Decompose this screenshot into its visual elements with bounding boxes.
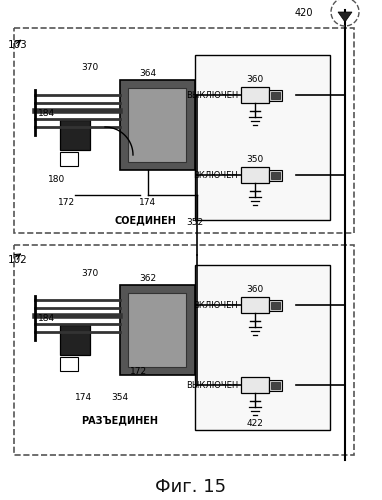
Text: 362: 362	[139, 274, 157, 283]
Bar	[128, 88, 186, 162]
Text: РАЗЪЕДИНЕН: РАЗЪЕДИНЕН	[81, 415, 159, 425]
Text: ВКЛЮЧЕН: ВКЛЮЧЕН	[193, 170, 238, 179]
Text: 180: 180	[48, 175, 65, 184]
Bar	[269, 90, 282, 101]
Text: ВЫКЛЮЧЕН: ВЫКЛЮЧЕН	[186, 380, 238, 390]
Bar	[120, 80, 195, 170]
Bar	[269, 170, 282, 181]
Bar	[128, 293, 186, 367]
Text: 172: 172	[130, 367, 147, 376]
Text: Фиг. 15: Фиг. 15	[155, 478, 227, 496]
Text: 172: 172	[58, 198, 75, 207]
Bar	[271, 172, 280, 179]
Text: 103: 103	[8, 40, 28, 50]
Bar	[14, 28, 354, 233]
Bar	[195, 55, 330, 220]
Bar	[269, 380, 282, 391]
Text: 350: 350	[246, 155, 264, 164]
Bar	[60, 325, 90, 355]
Text: 422: 422	[246, 419, 264, 428]
Bar	[241, 87, 269, 103]
Text: 184: 184	[38, 314, 55, 323]
Bar	[241, 297, 269, 313]
Polygon shape	[338, 12, 352, 22]
Bar	[195, 265, 330, 430]
Text: ВКЛЮЧЕН: ВКЛЮЧЕН	[193, 300, 238, 310]
Text: 354: 354	[112, 393, 129, 402]
Bar	[241, 377, 269, 393]
Bar	[120, 285, 195, 375]
Text: 174: 174	[75, 393, 92, 402]
Bar	[271, 92, 280, 99]
Text: СОЕДИНЕН: СОЕДИНЕН	[114, 215, 176, 225]
Bar	[271, 382, 280, 389]
Text: 352: 352	[186, 218, 204, 227]
Bar	[14, 245, 354, 455]
Text: 370: 370	[81, 269, 99, 278]
Bar	[60, 357, 78, 371]
Text: ВЫКЛЮЧЕН: ВЫКЛЮЧЕН	[186, 90, 238, 100]
Text: 370: 370	[81, 63, 99, 72]
Text: 184: 184	[38, 109, 55, 118]
Text: 360: 360	[246, 285, 264, 294]
Text: 102: 102	[8, 255, 28, 265]
Text: 364: 364	[139, 69, 157, 78]
Bar	[271, 302, 280, 309]
Bar	[241, 167, 269, 183]
Bar	[60, 120, 90, 150]
Bar	[269, 300, 282, 311]
Text: 360: 360	[246, 75, 264, 84]
Text: 420: 420	[295, 8, 314, 18]
Bar	[60, 152, 78, 166]
Text: 174: 174	[139, 198, 157, 207]
